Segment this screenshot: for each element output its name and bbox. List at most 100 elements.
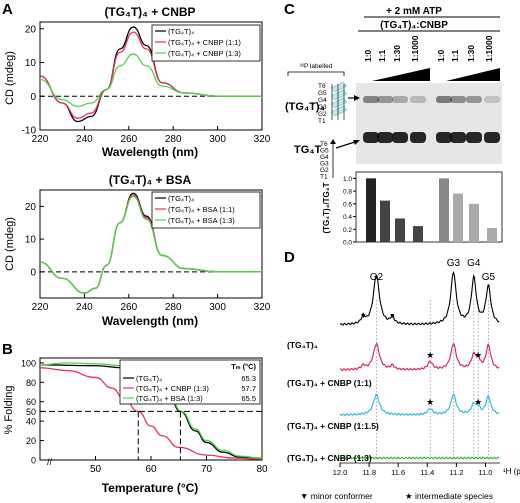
x-tick-label: 70: [201, 464, 213, 475]
nmr-peak-label: G2: [370, 272, 384, 283]
ratio-bar-ylabel: (TG₄T)₄/TG₄T: [322, 182, 331, 233]
cd-cnbp-ylabel: CD (mdeg): [4, 51, 16, 105]
gel-lane-label: 1:1: [377, 49, 387, 62]
quad-strand-letter: T6: [318, 83, 326, 90]
ratio-bar: [453, 193, 463, 242]
series-line-3: [39, 195, 262, 294]
ratio-bar: [487, 228, 497, 242]
single-strand-label: TG₄T: [294, 144, 322, 156]
nmr-trace-label: (TG₄T)₄ + CNBP (1:1): [287, 378, 372, 388]
nmr-trace-3: [339, 393, 500, 417]
melt-xlabel: Temperature (°C): [102, 481, 199, 495]
minor-conformer-marker: ▼: [360, 313, 367, 320]
nmr-x-tick-label: 12.0: [333, 468, 348, 477]
panel-letter-c: C: [284, 1, 295, 18]
melt-tm-header: Tₘ (°C): [231, 362, 256, 371]
y-tick-label: 0: [30, 92, 36, 103]
x-tick-label: 320: [254, 302, 271, 313]
ratio-bar-axes: [355, 171, 503, 243]
gel-band-single: [450, 132, 466, 143]
melt-row-1-tm: 65.3: [241, 374, 256, 383]
y-tick-label: 20: [25, 202, 37, 213]
single-strand-letter: G5: [320, 148, 329, 155]
gel-lane-label: 1:0: [436, 49, 446, 62]
nmr-legend-intermediate: ★ intermediate species: [405, 491, 493, 501]
gel-band-single: [392, 132, 408, 143]
cd-bsa-legend-3: (TG₄T)₄ + BSA (1:3): [168, 216, 235, 225]
x-tick-label: 280: [165, 302, 182, 313]
cd-cnbp-legend-1: (TG₄T)₄: [168, 27, 194, 36]
single-strand-letter: G3: [320, 161, 329, 168]
intermediate-species-marker: ★: [474, 350, 482, 360]
gel-lane-labels: 1:0 1:1 1:30 1:1000 1:0 1:1 1:30 1:1000: [363, 35, 494, 62]
gel-band-quadruplex: [377, 96, 393, 103]
panel-letter-b: B: [2, 341, 13, 358]
gel-arrows: [335, 95, 360, 149]
intermediate-species-marker: ★: [474, 397, 482, 407]
y-tick-label: 80: [26, 378, 36, 388]
gel-band-single: [363, 132, 379, 143]
melt-row-2-tm: 57.7: [241, 384, 256, 393]
quad-strand-letter: G2: [318, 111, 327, 118]
single-strand-letter: T1: [320, 174, 328, 181]
gel-lane-label: 1:0: [363, 49, 373, 62]
quad-strand-letter: T1: [318, 118, 326, 125]
gel-band-quadruplex: [436, 96, 452, 103]
gel-image: [356, 83, 502, 164]
axis-break-icon: //: [47, 457, 53, 467]
cd-cnbp-legend: (TG₄T)₄ (TG₄T)₄ + CNBP (1:1) (TG₄T)₄ + C…: [151, 24, 261, 62]
ratio-y-tick-label: 0.4: [343, 214, 352, 221]
panel-letter-d: D: [284, 249, 295, 266]
gel-band-quadruplex: [450, 96, 466, 103]
y-tick-label: 40: [26, 417, 36, 427]
x-tick-label: 80: [256, 464, 268, 475]
x-tick-label: 240: [76, 134, 93, 145]
gel-lane-label: 1:30: [466, 45, 476, 62]
cd-cnbp-legend-2: (TG₄T)₄ + CNBP (1:1): [168, 38, 241, 47]
y-tick-label: 20: [26, 436, 36, 446]
nmr-legend-minor: ▼ minor conformer: [300, 491, 373, 501]
nmr-x-tick-label: 11.8: [362, 468, 376, 477]
x-tick-label: 260: [120, 302, 137, 313]
minor-conformer-marker: ▼: [389, 313, 396, 320]
quadruplex-label: (TG₄T)₄: [285, 101, 325, 113]
nmr-x-tick-label: 11.2: [449, 468, 463, 477]
gel-band-quadruplex: [392, 96, 408, 103]
ratio-y-tick-label: 0.2: [343, 227, 352, 234]
ratio-bar: [413, 226, 423, 242]
gel-band-single: [410, 132, 426, 143]
ratio-y-tick-label: 0.0: [343, 240, 352, 247]
x-tick-label: 220: [32, 302, 49, 313]
p32-label: ³²P labelled: [300, 63, 333, 70]
cd-bsa-title: (TG₄T)₄ + BSA: [109, 173, 192, 187]
gel-bands: [363, 96, 500, 143]
gel-band-single: [436, 132, 452, 143]
panel-letter-a: A: [2, 1, 13, 18]
nmr-peak-label: G5: [482, 272, 496, 283]
nmr-trace-2: [340, 342, 500, 372]
single-strand-letter: G2: [320, 167, 329, 174]
ratio-bar-ticks: 1.0 0.8 0.6 0.4 0.2 0.0: [343, 176, 356, 247]
cd-cnbp-legend-3: (TG₄T)₄ + CNBP (1:3): [168, 49, 241, 58]
gel-band-quadruplex: [363, 96, 379, 103]
series-line-2: [39, 367, 263, 460]
nmr-x-tick-label: 11.6: [391, 468, 405, 477]
nmr-xunit: ¹H (ppm): [503, 467, 520, 476]
cd-cnbp-xlabel: Wavelength (nm): [102, 145, 198, 159]
nmr-trace-label: (TG₄T)₄: [287, 340, 318, 350]
x-tick-label: 260: [120, 134, 137, 145]
gel-atp-label: + 2 mM ATP: [386, 6, 442, 17]
gel-band-single: [466, 132, 482, 143]
y-tick-label: 60: [26, 397, 36, 407]
cd-bsa-legend: (TG₄T)₄ (TG₄T)₄ + BSA (1:1) (TG₄T)₄ + BS…: [151, 191, 261, 229]
ratio-y-tick-label: 0.6: [343, 201, 352, 208]
x-tick-label: 220: [32, 134, 49, 145]
nmr-x-tick-label: 11.0: [478, 468, 492, 477]
x-tick-label: 320: [254, 134, 271, 145]
x-tick-label: 300: [209, 134, 226, 145]
quad-strand-letter: G5: [318, 90, 327, 97]
y-tick-label: 10: [25, 235, 37, 246]
